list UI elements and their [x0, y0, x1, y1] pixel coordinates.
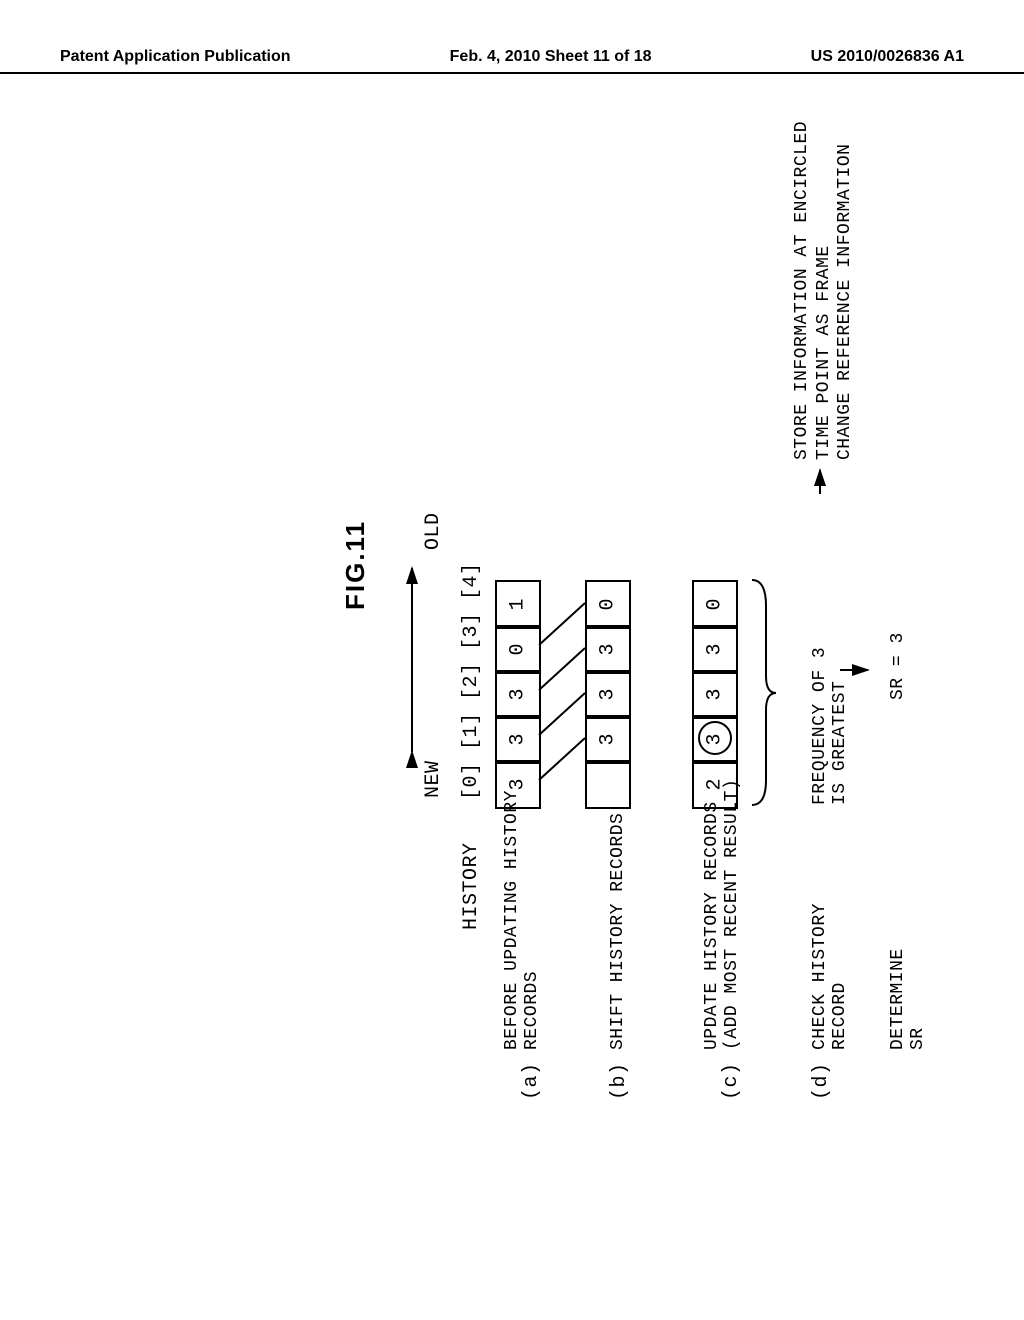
- axis-old: OLD: [422, 512, 445, 550]
- header-center: Feb. 4, 2010 Sheet 11 of 18: [450, 48, 652, 66]
- row-c-tag: (c): [720, 1062, 743, 1100]
- figure-area: FIG.11 NEW OLD HISTORY [0] [1] [2] [3] […: [50, 80, 974, 1260]
- idx-1: [1]: [460, 712, 483, 750]
- row-d-label: CHECK HISTORY RECORD: [810, 886, 850, 1050]
- figure-label: FIG.11: [340, 520, 371, 610]
- idx-2: [2]: [460, 662, 483, 700]
- axis-history: HISTORY: [460, 842, 483, 930]
- idx-0: [0]: [460, 762, 483, 800]
- cell-c-0: 2: [692, 760, 738, 809]
- row-b-tag: (b): [608, 1062, 631, 1100]
- cell-c-3: 3: [692, 625, 738, 674]
- row-c-label: UPDATE HISTORY RECORDS (ADD MOST RECENT …: [702, 779, 742, 1050]
- row-e-result: SR = 3: [888, 632, 908, 700]
- cell-b-1: 3: [585, 715, 631, 764]
- row-d-result: FREQUENCY OF 3 IS GREATEST: [810, 641, 850, 805]
- cell-a-1: 3: [495, 715, 541, 764]
- row-b-label: SHIFT HISTORY RECORDS: [608, 813, 628, 1050]
- row-a-label: BEFORE UPDATING HISTORY RECORDS: [502, 790, 542, 1050]
- circled-cell: [698, 721, 732, 755]
- row-a-tag: (a): [520, 1062, 543, 1100]
- cell-b-0: [585, 760, 631, 809]
- row-e-label: DETERMINE SR: [888, 948, 928, 1050]
- cell-c-2: 3: [692, 670, 738, 719]
- cell-a-3: 0: [495, 625, 541, 674]
- cell-c-4: 0: [692, 580, 738, 629]
- cell-a-2: 3: [495, 670, 541, 719]
- side-note: STORE INFORMATION AT ENCIRCLED TIME POIN…: [792, 121, 857, 460]
- cell-b-3: 3: [585, 625, 631, 674]
- idx-4: [4]: [460, 562, 483, 600]
- idx-3: [3]: [460, 612, 483, 650]
- page-header: Patent Application Publication Feb. 4, 2…: [0, 48, 1024, 74]
- row-d-tag: (d): [810, 1062, 833, 1100]
- cell-a-4: 1: [495, 580, 541, 629]
- header-left: Patent Application Publication: [60, 48, 291, 66]
- cell-b-4: 0: [585, 580, 631, 629]
- header-right: US 2010/0026836 A1: [811, 48, 964, 66]
- cell-a-0: 3: [495, 760, 541, 809]
- axis-new: NEW: [422, 760, 445, 798]
- cell-b-2: 3: [585, 670, 631, 719]
